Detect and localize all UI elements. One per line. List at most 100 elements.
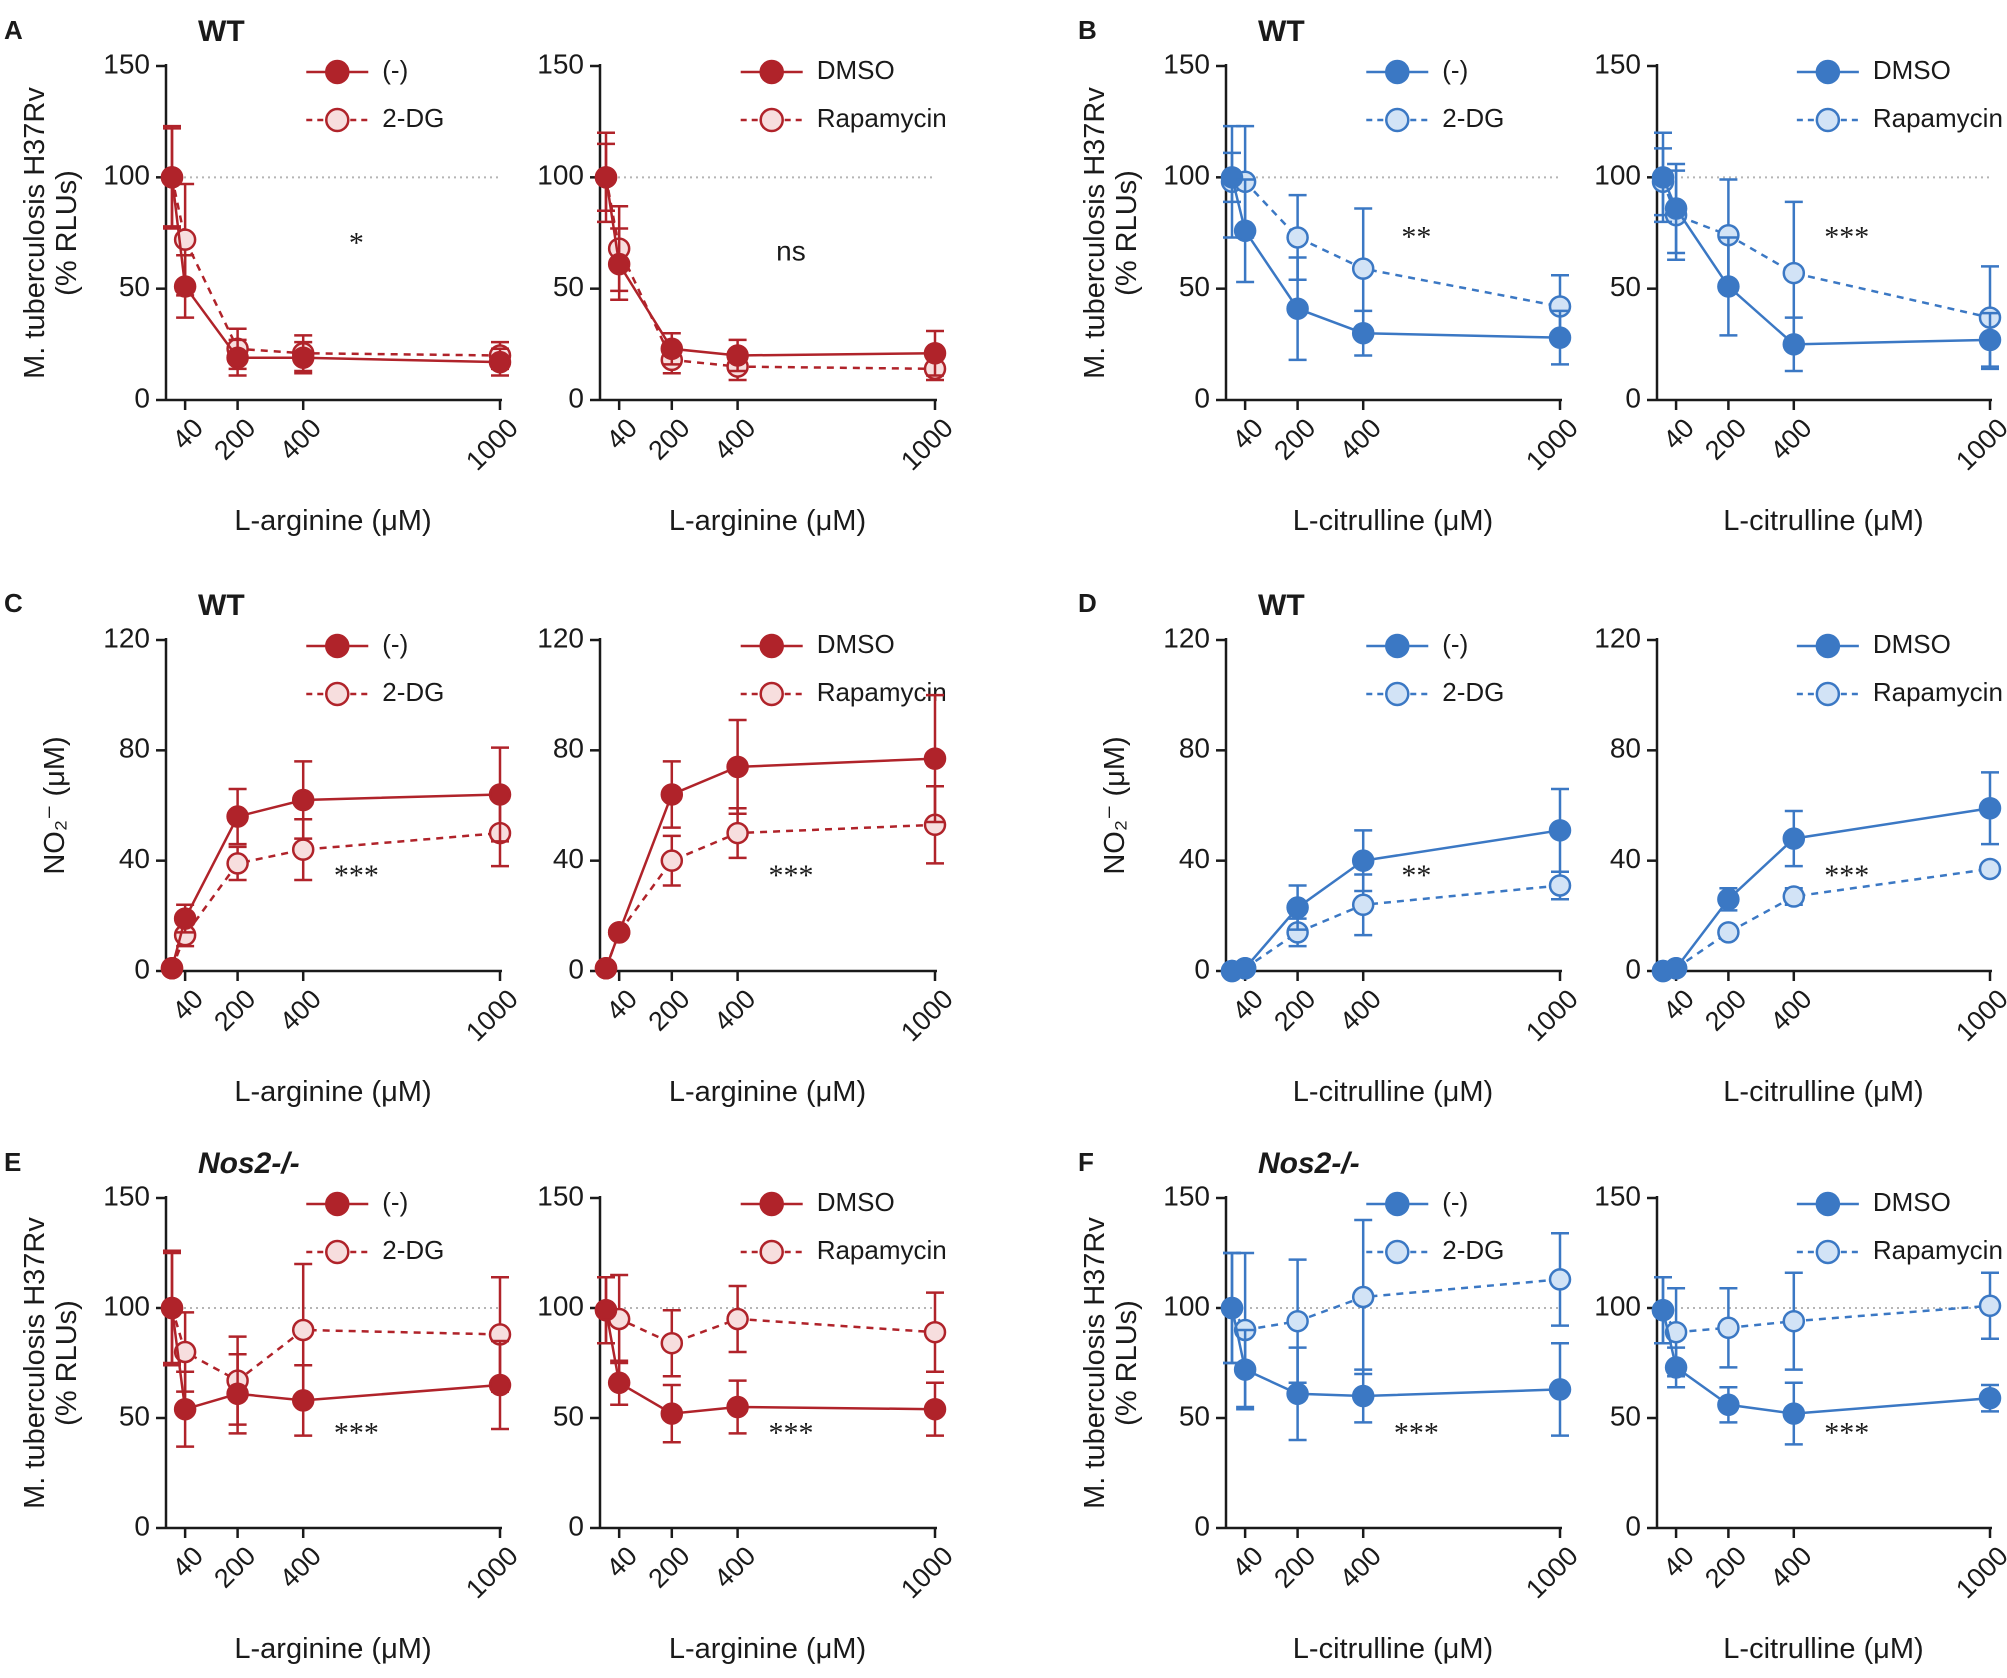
x-tick-label: 40 [1226, 1541, 1268, 1583]
y-tick-label: 150 [1163, 48, 1210, 79]
data-point [1351, 321, 1375, 345]
data-point [1548, 874, 1572, 897]
data-point [1782, 827, 1806, 850]
x-axis-label: L-citrulline (μM) [1293, 1076, 1493, 1108]
legend-label: (-) [1442, 1187, 1468, 1217]
y-tick-label: 40 [1179, 843, 1210, 874]
y-tick-label: 50 [553, 1400, 584, 1431]
y-tick-label: 50 [1610, 271, 1641, 302]
legend-label: DMSO [817, 55, 895, 85]
legend-label: 2-DG [1442, 677, 1504, 707]
panel-header: Nos2-/- [1258, 1147, 1360, 1180]
legend-label: (-) [1442, 629, 1468, 659]
y-tick-label: 120 [1163, 622, 1210, 653]
data-point [488, 350, 512, 374]
y-tick-label: 150 [1594, 48, 1641, 79]
data-point [1664, 956, 1688, 980]
y-axis-label: (% RLUs) [51, 1300, 83, 1426]
y-axis-label: M. tuberculosis H37Rv [19, 87, 51, 379]
panel-letter-f: F [1078, 1147, 1094, 1177]
chart-a1: 0 50 100 150 40 200 400 1000 L-arginine (μM) M. t… [19, 15, 524, 537]
data-point [1233, 1358, 1257, 1381]
y-tick-label: 0 [1194, 953, 1210, 984]
data-point [1717, 888, 1740, 911]
panel-letter-e: E [4, 1147, 21, 1177]
y-axis-label: NO₂⁻ (μM) [39, 736, 71, 874]
x-axis-label: L-citrulline (μM) [1293, 505, 1493, 537]
legend-marker [325, 1239, 350, 1265]
data-point [660, 1402, 684, 1425]
data-point [173, 1397, 197, 1421]
legend-label: Rapamycin [1873, 677, 2003, 707]
legend-marker [759, 59, 784, 85]
y-tick-label: 0 [568, 1510, 584, 1541]
legend-label: 2-DG [1442, 1235, 1504, 1265]
x-tick-label: 400 [274, 413, 327, 466]
y-tick-label: 150 [103, 1180, 150, 1211]
x-tick-label: 40 [166, 1541, 208, 1583]
y-tick-label: 0 [568, 382, 584, 413]
data-point [488, 783, 512, 806]
chart-f2: 0 50 100 150 40 200 400 1000 L-citrulline (μM) DM… [1594, 1180, 2007, 1665]
y-tick-label: 100 [537, 1290, 584, 1321]
x-axis-label: L-arginine (μM) [669, 1076, 866, 1108]
legend-label: 2-DG [382, 677, 444, 707]
series-line [604, 177, 936, 371]
significance-annotation: *** [1824, 859, 1869, 892]
y-tick-label: 50 [119, 271, 150, 302]
series-line [170, 1307, 501, 1411]
data-point [726, 1307, 749, 1331]
y-tick-label: 0 [134, 382, 150, 413]
data-point [291, 1318, 315, 1342]
x-tick-label: 1000 [895, 1541, 959, 1605]
data-point [226, 346, 249, 369]
data-point [1351, 257, 1375, 280]
data-point [1351, 1285, 1375, 1309]
series-line [1231, 884, 1561, 973]
y-tick-label: 100 [1594, 1290, 1641, 1321]
x-tick-label: 1000 [1520, 984, 1584, 1048]
legend-label: (-) [382, 1187, 408, 1217]
y-tick-label: 0 [1625, 1510, 1641, 1541]
x-tick-label: 1000 [1520, 1541, 1584, 1605]
x-tick-label: 400 [708, 1541, 761, 1594]
y-tick-label: 0 [568, 953, 584, 984]
panel-letter-b: B [1078, 15, 1097, 45]
series-dmso [1651, 1275, 2002, 1446]
x-tick-label: 400 [1765, 984, 1818, 1037]
y-axis-label: NO₂⁻ (μM) [1099, 736, 1131, 874]
data-point [1664, 1320, 1688, 1344]
data-point [1286, 896, 1309, 919]
data-point [173, 275, 197, 298]
data-point [660, 849, 684, 872]
x-axis-label: L-citrulline (μM) [1723, 1076, 1923, 1108]
significance-annotation: *** [768, 1416, 813, 1449]
x-tick-label: 400 [1334, 1541, 1387, 1594]
chart-a2: 0 50 100 150 40 200 400 1000 L-arginine (μM) DMSO… [537, 48, 959, 537]
y-tick-label: 150 [1163, 1180, 1210, 1211]
series-line [1661, 1304, 1991, 1334]
y-tick-label: 0 [1625, 953, 1641, 984]
data-point [923, 1397, 947, 1421]
legend-marker [1815, 681, 1841, 707]
y-tick-label: 100 [1163, 160, 1210, 191]
data-point [1548, 819, 1572, 842]
series- [1220, 1251, 1572, 1442]
data-point [1220, 166, 1244, 189]
y-tick-label: 40 [553, 843, 584, 874]
data-point [726, 344, 749, 367]
significance-annotation: ** [1401, 859, 1431, 892]
data-point [1651, 1298, 1675, 1322]
panel-letter-d: D [1078, 588, 1097, 618]
data-point [594, 1298, 618, 1322]
legend-marker [1385, 681, 1410, 707]
x-tick-label: 200 [208, 984, 261, 1037]
y-axis-label: (% RLUs) [1111, 170, 1143, 296]
significance-annotation: ** [1401, 221, 1431, 254]
x-tick-label: 40 [1657, 984, 1699, 1026]
series-dmso [594, 131, 947, 377]
legend-marker [325, 59, 350, 85]
series-rapamycin [594, 142, 947, 382]
